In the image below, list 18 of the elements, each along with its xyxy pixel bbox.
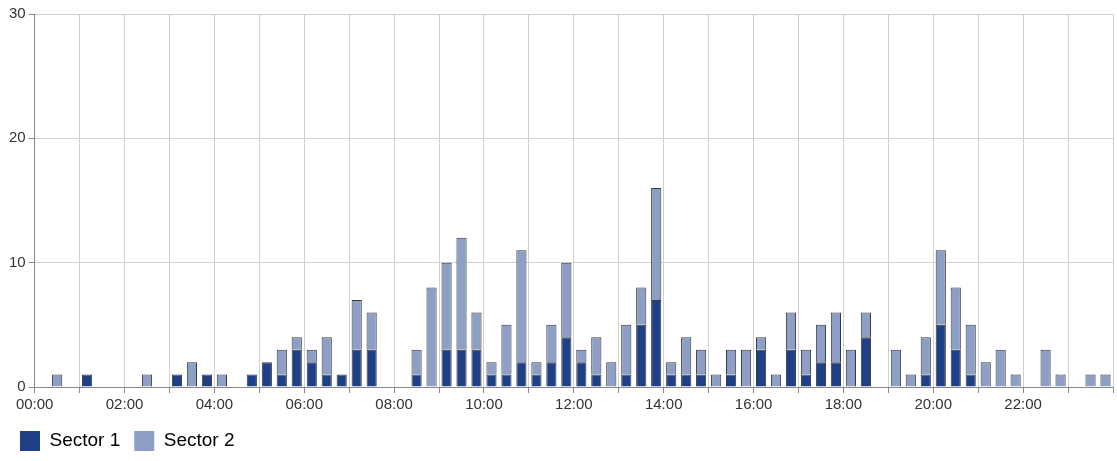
y-tick-label: 30: [9, 4, 26, 22]
x-tick-label: 04:00: [195, 395, 234, 413]
x-tick-label: 06:00: [285, 395, 324, 413]
x-tick-label: 14:00: [644, 395, 683, 413]
x-tick-label: 08:00: [375, 395, 413, 413]
y-tick-label: 10: [9, 252, 26, 270]
y-tick-label: 20: [9, 128, 26, 146]
x-tick-label: 18:00: [824, 395, 863, 413]
x-tick-label: 02:00: [105, 395, 144, 413]
x-tick-label: 12:00: [555, 395, 593, 413]
y-tick-label: 0: [17, 377, 26, 395]
x-tick-label: 22:00: [1004, 395, 1042, 413]
legend-label: Sector 2: [163, 429, 235, 451]
x-tick-label: 16:00: [734, 395, 773, 413]
x-tick-label: 10:00: [465, 395, 503, 413]
x-tick-label: 00:00: [15, 395, 54, 413]
legend-label: Sector 1: [49, 429, 121, 451]
x-tick-label: 20:00: [914, 395, 953, 413]
